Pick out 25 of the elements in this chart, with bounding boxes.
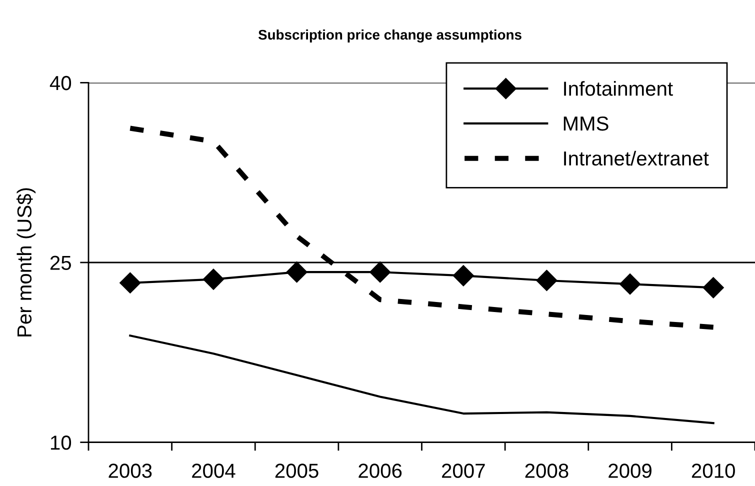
point xyxy=(119,272,141,294)
point xyxy=(702,276,724,298)
x-tick-label: 2004 xyxy=(192,464,236,478)
legend-label: MMS xyxy=(564,116,608,131)
x-tick-label: 2003 xyxy=(108,464,152,478)
x-tick-label: 2007 xyxy=(442,464,485,478)
x-tick-label: 2009 xyxy=(608,464,652,478)
x-tick-label: 2006 xyxy=(358,464,402,478)
y-axis-title: Per month (US$) xyxy=(16,188,36,336)
point xyxy=(369,261,391,283)
x-tick-label: 2010 xyxy=(692,464,735,478)
point xyxy=(286,261,308,283)
point xyxy=(536,270,558,292)
x-tick-label: 2005 xyxy=(275,464,318,478)
point xyxy=(452,264,474,286)
y-tick-label: 40 xyxy=(50,76,72,90)
line-series xyxy=(129,334,714,424)
y-tick-label: 25 xyxy=(50,256,71,270)
point xyxy=(619,273,641,295)
legend-label: Intranet/extranet xyxy=(564,150,709,166)
point xyxy=(202,268,224,290)
chart-title: Subscription price change assumptions xyxy=(258,29,522,43)
y-tick-label: 10 xyxy=(50,436,72,450)
x-tick-label: 2008 xyxy=(525,464,568,478)
legend-label: Infotainment xyxy=(564,81,673,96)
